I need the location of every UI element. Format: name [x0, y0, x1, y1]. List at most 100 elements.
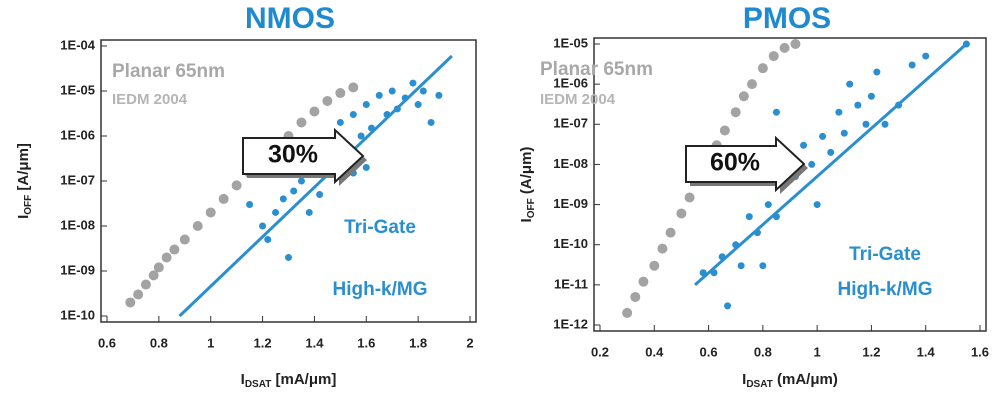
scatter-point: [290, 187, 298, 195]
scatter-point: [148, 270, 159, 281]
scatter-point: [862, 120, 870, 128]
x-axis-label: IDSAT [mA/μm]: [241, 371, 337, 390]
scatter-point: [819, 132, 827, 140]
annotation: IEDM 2004: [540, 91, 616, 108]
annotation: High-k/MG: [333, 279, 428, 300]
scatter-point: [757, 63, 768, 74]
scatter-point: [285, 253, 292, 261]
chart-title: PMOS: [743, 2, 831, 35]
x-tick-label: 0.8: [754, 344, 772, 359]
scatter-point: [649, 260, 660, 271]
y-axis-label-part: [A/μm]: [15, 143, 32, 195]
y-axis-label-part: OFF: [23, 195, 34, 215]
y-tick-label: 1E-09: [553, 196, 588, 211]
annotation: High-k/MG: [838, 279, 933, 300]
x-tick-label: 0.6: [98, 335, 116, 350]
y-axis-label: IOFF [A/μm]: [15, 143, 34, 219]
x-tick-label: 1.8: [409, 335, 427, 350]
scatter-point: [349, 111, 357, 119]
x-tick-label: 1.2: [254, 335, 272, 350]
scatter-point: [665, 227, 676, 238]
x-tick-label: 1.6: [357, 335, 375, 350]
scatter-point: [335, 88, 346, 99]
x-tick-label: 1.4: [305, 335, 324, 350]
plot-frame: [100, 39, 477, 323]
scatter-point: [362, 163, 370, 171]
x-tick-label: 0.4: [645, 344, 664, 359]
y-tick-label: 1E-09: [60, 262, 95, 277]
scatter-point: [348, 82, 359, 93]
scatter-point: [427, 118, 435, 126]
scatter-point: [657, 243, 668, 254]
scatter-point: [161, 252, 172, 263]
y-axis-label-part: I: [518, 218, 535, 222]
scatter-point: [125, 297, 136, 308]
scatter-point: [676, 208, 687, 219]
scatter-point: [738, 91, 749, 102]
scatter-point: [296, 117, 307, 128]
x-tick-label: 1: [207, 335, 214, 350]
scatter-point: [419, 87, 427, 95]
scatter-point: [846, 80, 854, 88]
x-axis-label-part: I: [241, 371, 245, 388]
x-tick-label: 0.8: [150, 335, 168, 350]
y-tick-label: 1E-05: [60, 82, 95, 97]
scatter-point: [747, 79, 757, 90]
x-tick-label: 0.2: [591, 344, 609, 359]
scatter-point: [357, 132, 365, 140]
scatter-point: [297, 177, 305, 185]
arrow-label: 60%: [710, 149, 760, 177]
scatter-point: [264, 236, 272, 244]
scatter-point: [205, 207, 216, 218]
scatter-point: [730, 107, 741, 118]
annotation: IEDM 2004: [112, 91, 188, 108]
scatter-point: [179, 234, 190, 245]
y-tick-label: 1E-08: [60, 217, 95, 232]
scatter-point: [908, 61, 916, 69]
x-axis-label-part: I: [742, 371, 746, 388]
scatter-point: [881, 120, 889, 128]
scatter-point: [388, 87, 396, 95]
y-tick-label: 1E-10: [553, 236, 588, 251]
x-axis-label: IDSAT (mA/μm): [742, 371, 838, 390]
scatter-point: [375, 91, 383, 99]
scatter-point: [684, 192, 695, 203]
scatter-point: [153, 262, 164, 273]
scatter-point: [169, 244, 180, 255]
scatter-point: [362, 101, 370, 109]
scatter-point: [840, 129, 848, 137]
x-axis-label-part: DSAT: [746, 379, 772, 390]
y-tick-label: 1E-04: [60, 37, 95, 52]
arrow-label: 30%: [268, 141, 318, 169]
scatter-point: [630, 291, 641, 302]
scatter-point: [764, 201, 772, 209]
arrow: [685, 135, 806, 193]
scatter-point: [272, 208, 280, 216]
annotation: Planar 65nm: [112, 61, 225, 82]
scatter-point: [759, 262, 767, 270]
x-axis-label-part: (mA/μm): [773, 371, 838, 388]
x-tick-label: 1.2: [862, 344, 880, 359]
scatter-point: [140, 279, 151, 290]
y-tick-label: 1E-07: [60, 172, 95, 187]
scatter-point: [867, 92, 875, 100]
scatter-point: [231, 180, 242, 191]
scatter-point: [414, 101, 422, 109]
y-tick-label: 1E-10: [60, 307, 95, 322]
chart-title: NMOS: [245, 2, 335, 35]
x-tick-label: 2: [466, 335, 473, 350]
scatter-point: [835, 108, 843, 116]
x-tick-label: 0.6: [700, 344, 718, 359]
scatter-point: [133, 289, 144, 300]
y-axis-label-part: (A/μm): [518, 147, 535, 199]
scatter-point: [772, 108, 780, 116]
scatter-point: [622, 307, 633, 318]
scatter-point: [873, 68, 881, 76]
scatter-point: [192, 221, 203, 231]
scatter-point: [435, 91, 443, 99]
scatter-point: [827, 148, 835, 156]
y-axis-label: IOFF (A/μm): [518, 147, 537, 223]
scatter-point: [409, 79, 417, 87]
scatter-point: [316, 191, 324, 199]
